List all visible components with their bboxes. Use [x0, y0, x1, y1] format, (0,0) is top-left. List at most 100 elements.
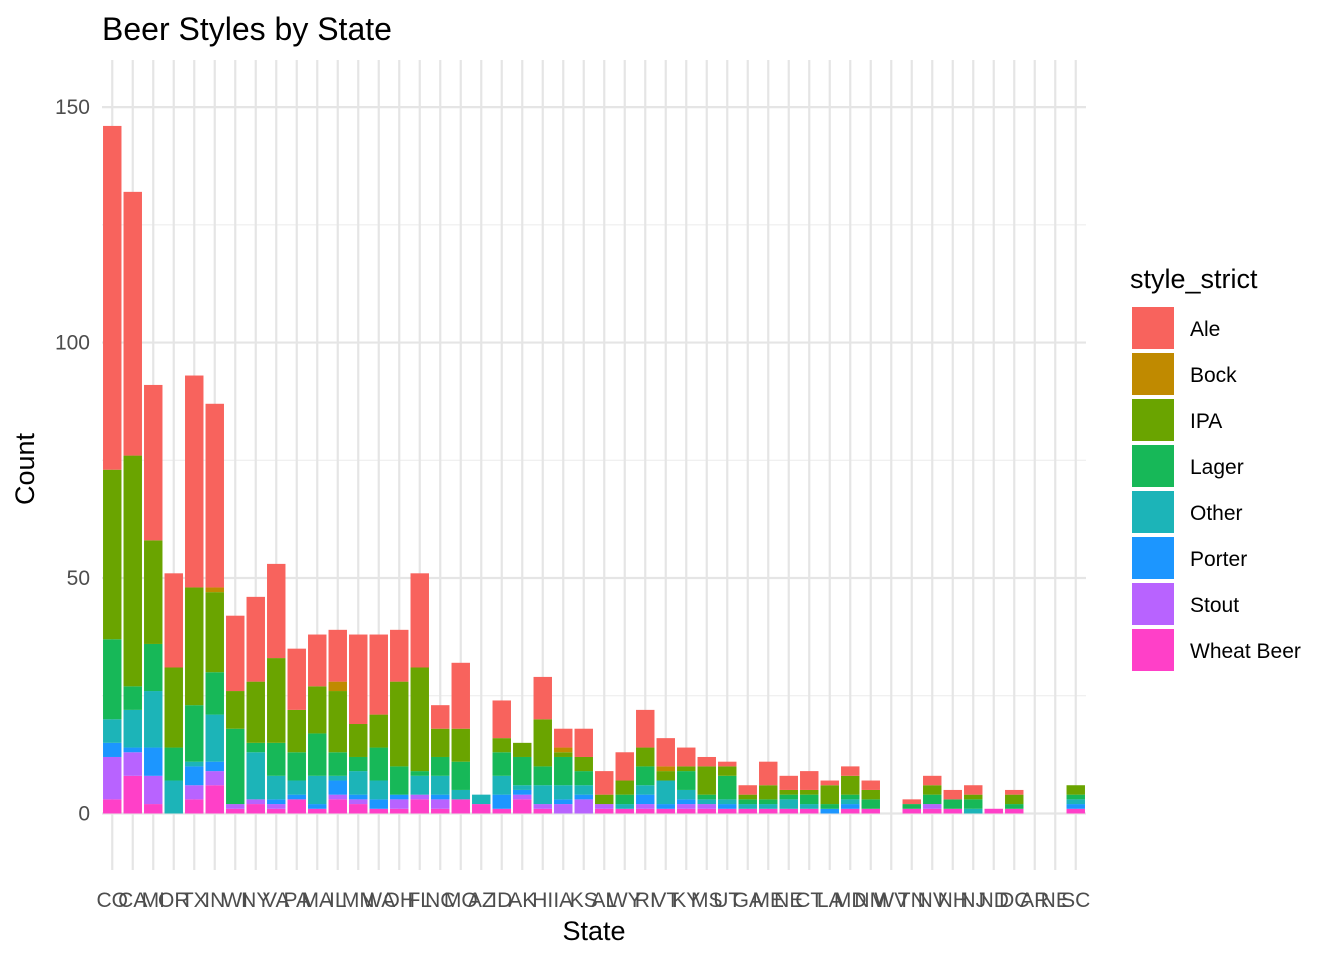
bar-segment — [1066, 808, 1085, 814]
bar-segment — [410, 794, 429, 800]
bar-segment — [677, 766, 696, 772]
bar-segment — [390, 808, 409, 814]
bar-segment — [800, 771, 819, 790]
x-tick-label: UT — [713, 889, 741, 912]
bar-segment — [185, 375, 204, 588]
bar-segment — [390, 794, 409, 800]
x-tick-label: MO — [444, 889, 478, 912]
bar-segment — [615, 794, 634, 805]
bar-segment — [677, 799, 696, 805]
y-tick-label: 0 — [78, 802, 90, 825]
bar-segment — [861, 799, 880, 809]
bar-segment — [533, 676, 552, 720]
bar-segment — [533, 808, 552, 814]
bar-segment — [554, 752, 573, 757]
bar-segment — [574, 799, 593, 814]
bar-segment — [738, 804, 757, 809]
bar-segment — [513, 789, 532, 795]
legend-key — [1132, 491, 1174, 533]
bar-segment — [636, 808, 655, 814]
bar-segment — [267, 658, 286, 743]
bar-segment — [697, 756, 716, 767]
bar-segment — [205, 403, 224, 588]
bar-segment — [246, 596, 265, 682]
bar-segment — [472, 794, 491, 805]
bar-segment — [697, 799, 716, 805]
bar-segment — [185, 799, 204, 814]
bar-segment — [492, 738, 511, 753]
bar-segment — [718, 804, 737, 809]
bar-segment — [636, 709, 655, 748]
bar-segment — [656, 780, 675, 805]
bar-segment — [697, 804, 716, 809]
bar-segment — [226, 808, 245, 814]
x-tick-label: WI — [222, 889, 248, 912]
bar-segment — [841, 775, 860, 795]
bar-segment — [574, 771, 593, 786]
bar-segment — [861, 789, 880, 800]
bar-segment — [964, 808, 983, 814]
bar-segment — [718, 808, 737, 814]
bar-segment — [451, 728, 470, 762]
bar-segment — [349, 724, 368, 757]
bar-segment — [123, 752, 142, 776]
bar-segment — [492, 700, 511, 739]
bar-segment — [410, 799, 429, 814]
legend-key — [1132, 537, 1174, 579]
bar-segment — [328, 794, 347, 800]
bar-segment — [1066, 804, 1085, 809]
bar-segment — [677, 789, 696, 800]
bar-segment — [492, 794, 511, 809]
x-tick-label: FL — [407, 889, 432, 912]
bar-segment — [369, 634, 388, 715]
bar-segment — [800, 789, 819, 795]
x-tick-label: PA — [284, 889, 310, 912]
bar-segment — [349, 756, 368, 772]
bar-segment — [390, 629, 409, 682]
bars — [103, 125, 1085, 814]
bar-segment — [513, 794, 532, 800]
y-tick-labels: 0 50 100 150 — [55, 96, 90, 825]
x-tick-labels: COCAMIORTXINWINYVAPAMAILMNWAOHFLNCMOAZID… — [97, 889, 1091, 912]
bar-segment — [328, 691, 347, 753]
bar-segment — [492, 752, 511, 776]
bar-segment — [779, 789, 798, 795]
bar-segment — [779, 808, 798, 814]
bar-segment — [923, 794, 942, 805]
bar-segment — [123, 455, 142, 687]
bar-segment — [656, 738, 675, 767]
x-axis-title: State — [562, 916, 625, 946]
bar-segment — [123, 191, 142, 456]
bar-segment — [902, 804, 921, 809]
legend-label: IPA — [1190, 410, 1222, 433]
bar-segment — [574, 785, 593, 795]
x-tick-label: ID — [491, 889, 512, 912]
bar-segment — [574, 756, 593, 772]
bar-segment — [533, 766, 552, 786]
bar-segment — [103, 719, 122, 743]
bar-segment — [103, 639, 122, 720]
bar-segment — [123, 747, 142, 753]
bar-segment — [123, 686, 142, 710]
legend-key — [1132, 307, 1174, 349]
bar-segment — [677, 771, 696, 790]
bar-segment — [943, 789, 962, 800]
y-tick-label: 150 — [55, 96, 90, 119]
legend-label: Lager — [1190, 456, 1244, 479]
bar-segment — [144, 804, 163, 814]
bar-segment — [369, 799, 388, 809]
bar-segment — [923, 804, 942, 809]
legend-label: Other — [1190, 502, 1243, 525]
bar-segment — [738, 785, 757, 795]
bar-segment — [144, 691, 163, 748]
bar-segment — [923, 808, 942, 814]
bar-segment — [943, 799, 962, 809]
bar-segment — [943, 808, 962, 814]
bar-segment — [287, 648, 306, 710]
bar-segment — [513, 756, 532, 786]
bar-segment — [472, 804, 491, 814]
legend-key — [1132, 445, 1174, 487]
bar-segment — [410, 775, 429, 795]
bar-segment — [841, 799, 860, 805]
bar-segment — [595, 808, 614, 814]
